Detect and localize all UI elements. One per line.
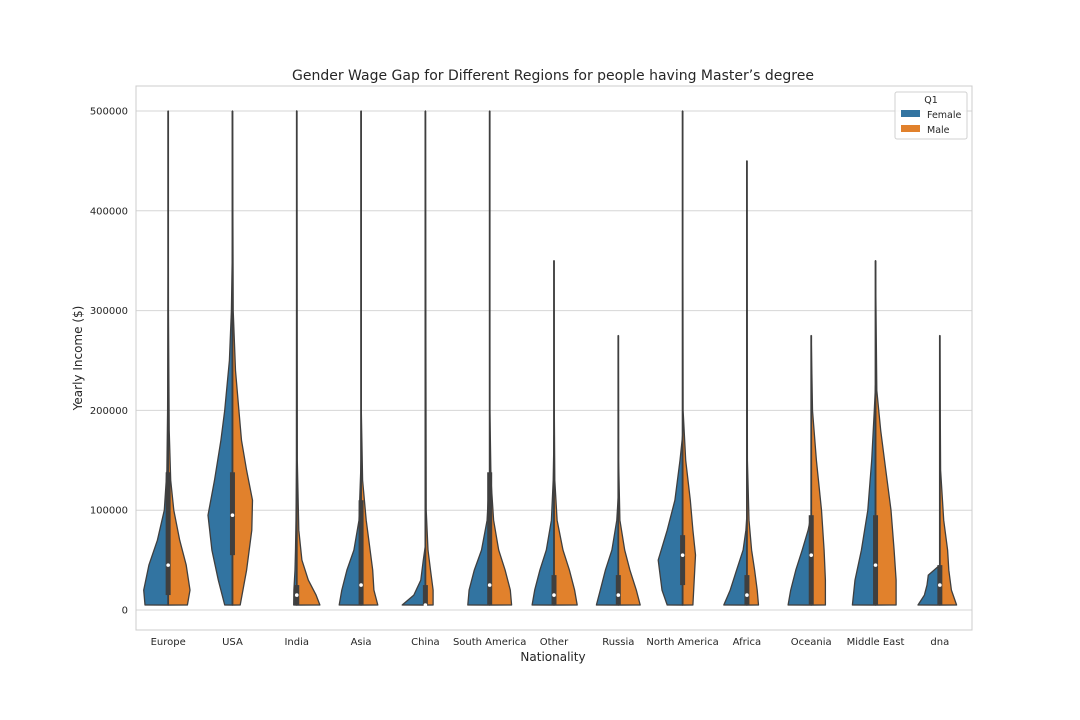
iqr-box	[487, 472, 493, 606]
violin-female-china	[401, 544, 427, 606]
x-tick-label: South America	[453, 637, 527, 648]
violin-male-north-america	[681, 110, 697, 606]
y-tick-labels: 0 100000 200000 300000 400000 500000	[90, 106, 128, 616]
median-dot	[166, 563, 170, 567]
x-axis-title: Nationality	[520, 650, 585, 664]
x-tick-label: Asia	[351, 637, 372, 648]
x-tick-label: Europe	[151, 637, 186, 648]
x-tick-label: Oceania	[791, 637, 832, 648]
median-dot	[745, 593, 749, 597]
x-tick-label: Other	[540, 637, 569, 648]
violin-male-india	[296, 110, 321, 606]
iqr-box	[680, 535, 686, 586]
legend-swatch-female	[901, 110, 920, 117]
plot-frame	[135, 85, 973, 631]
legend-label-female: Female	[927, 110, 962, 121]
y-tick-label: 200000	[90, 406, 128, 417]
chart-title: Gender Wage Gap for Different Regions fo…	[292, 68, 814, 84]
violin-female-other	[531, 434, 555, 606]
iqr-box	[808, 515, 814, 606]
median-dot	[423, 603, 428, 607]
x-tick-label: China	[411, 637, 440, 648]
violin-male-dna	[939, 334, 958, 606]
legend-swatch-male	[901, 125, 920, 132]
violin-female-south-america	[467, 469, 491, 606]
violin-female-dna	[917, 564, 941, 606]
violin-male-south-america	[489, 110, 513, 606]
x-tick-label: Africa	[733, 637, 762, 648]
median-dot	[487, 583, 492, 587]
iqr-box	[358, 500, 364, 606]
y-tick-label: 0	[122, 606, 128, 617]
y-tick-label: 400000	[90, 206, 128, 217]
median-dot	[552, 593, 556, 597]
iqr-box	[422, 585, 428, 606]
y-axis-title: Yearly Income ($)	[71, 306, 85, 412]
violin-female-usa	[207, 240, 234, 606]
x-tick-labels: Europe USA India Asia China South America Othe…	[151, 637, 950, 648]
violin-male-china	[424, 110, 434, 606]
violin-female-africa	[723, 514, 748, 606]
violin-male-other	[553, 260, 578, 606]
x-tick-label: North America	[646, 637, 718, 648]
median-dot	[873, 563, 878, 567]
violin-male-usa	[231, 110, 254, 606]
iqr-box	[615, 575, 621, 606]
x-tick-label: dna	[930, 637, 949, 648]
median-dot	[294, 593, 299, 597]
x-tick-label: Middle East	[847, 637, 905, 648]
median-dot	[680, 553, 685, 557]
legend-title: Q1	[924, 95, 938, 106]
violin-male-middle-east	[874, 260, 897, 606]
y-tick-label: 300000	[90, 306, 128, 317]
violin-female-middle-east	[851, 384, 877, 606]
violin-male-russia	[617, 334, 641, 606]
legend-label-male: Male	[927, 125, 950, 136]
violin-female-europe	[143, 260, 169, 606]
violin-female-north-america	[657, 434, 684, 606]
median-dot	[230, 513, 235, 518]
violin-female-asia	[338, 459, 362, 606]
violin-male-africa	[746, 160, 760, 606]
y-tick-label: 500000	[90, 106, 128, 117]
median-dot	[809, 553, 814, 557]
violin-male-oceania	[810, 334, 827, 606]
x-tick-label: Russia	[602, 637, 634, 648]
iqr-box	[165, 472, 171, 596]
violin-male-asia	[360, 110, 379, 606]
x-tick-label: USA	[222, 637, 243, 648]
violin-male-europe	[167, 110, 191, 606]
x-tick-label: India	[284, 637, 309, 648]
iqr-box	[744, 575, 750, 606]
y-tick-label: 100000	[90, 506, 128, 517]
violin-female-oceania	[787, 514, 812, 606]
iqr-box	[551, 575, 557, 606]
violins	[143, 110, 958, 607]
median-dot	[938, 583, 942, 587]
legend: Q1 Female Male	[894, 91, 968, 140]
median-dot	[359, 583, 363, 587]
iqr-box	[873, 515, 879, 606]
violin-female-russia	[595, 494, 619, 606]
median-dot	[616, 593, 621, 597]
